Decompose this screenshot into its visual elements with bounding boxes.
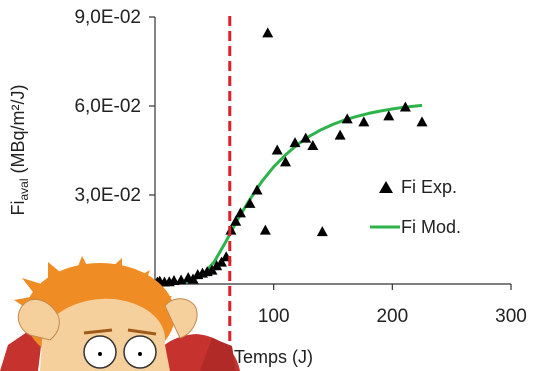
y-tick-label: 6,0E-02	[74, 96, 141, 117]
x-tick-label: 100	[258, 306, 290, 327]
data-point-fi-exp	[259, 224, 271, 235]
data-point-fi-exp	[262, 27, 274, 38]
data-point-fi-exp	[383, 110, 395, 121]
series-layer	[151, 27, 428, 287]
data-point-fi-exp	[300, 132, 312, 143]
series-line-fi-mod	[154, 103, 423, 286]
data-point-fi-exp	[334, 129, 346, 140]
data-point-fi-exp	[341, 113, 353, 124]
data-point-fi-exp	[215, 256, 227, 267]
data-point-fi-exp	[307, 140, 319, 151]
x-tick-label: 300	[495, 306, 527, 327]
axes	[154, 17, 511, 285]
y-ticks: 0,0E+003,0E-026,0E-029,0E-02	[70, 7, 155, 295]
data-point-fi-exp	[211, 260, 223, 271]
y-axis-title: Fiaval (MBq/m²/J)	[8, 84, 31, 215]
data-point-fi-exp	[316, 226, 328, 237]
legend-label-mod: Fi Mod.	[401, 217, 461, 237]
data-point-fi-exp	[399, 101, 411, 112]
data-point-fi-exp	[244, 197, 256, 208]
legend-marker-triangle	[379, 181, 393, 193]
legend: Fi Exp. Fi Mod.	[370, 177, 461, 237]
y-axis-title-unit: (MBq/m²/J)	[8, 84, 28, 178]
y-axis-title-main: Fi	[8, 201, 28, 216]
x-ticks: 0100200300	[150, 284, 527, 327]
y-tick-label: 3,0E-02	[74, 185, 141, 206]
data-point-fi-exp	[416, 116, 428, 127]
data-point-fi-exp	[289, 137, 301, 148]
data-point-fi-exp	[230, 215, 242, 226]
data-point-fi-exp	[234, 207, 246, 218]
y-axis-title-subscript: aval	[17, 178, 31, 200]
legend-label-exp: Fi Exp.	[401, 177, 457, 197]
y-tick-label: 9,0E-02	[74, 7, 141, 28]
data-point-fi-exp	[280, 156, 292, 167]
x-axis-title: Temps (J)	[234, 347, 313, 367]
cartoon-character-image	[0, 256, 240, 371]
x-tick-label: 200	[376, 306, 408, 327]
data-point-fi-exp	[358, 116, 370, 127]
data-point-fi-exp	[251, 184, 263, 195]
data-point-fi-exp	[271, 144, 283, 155]
